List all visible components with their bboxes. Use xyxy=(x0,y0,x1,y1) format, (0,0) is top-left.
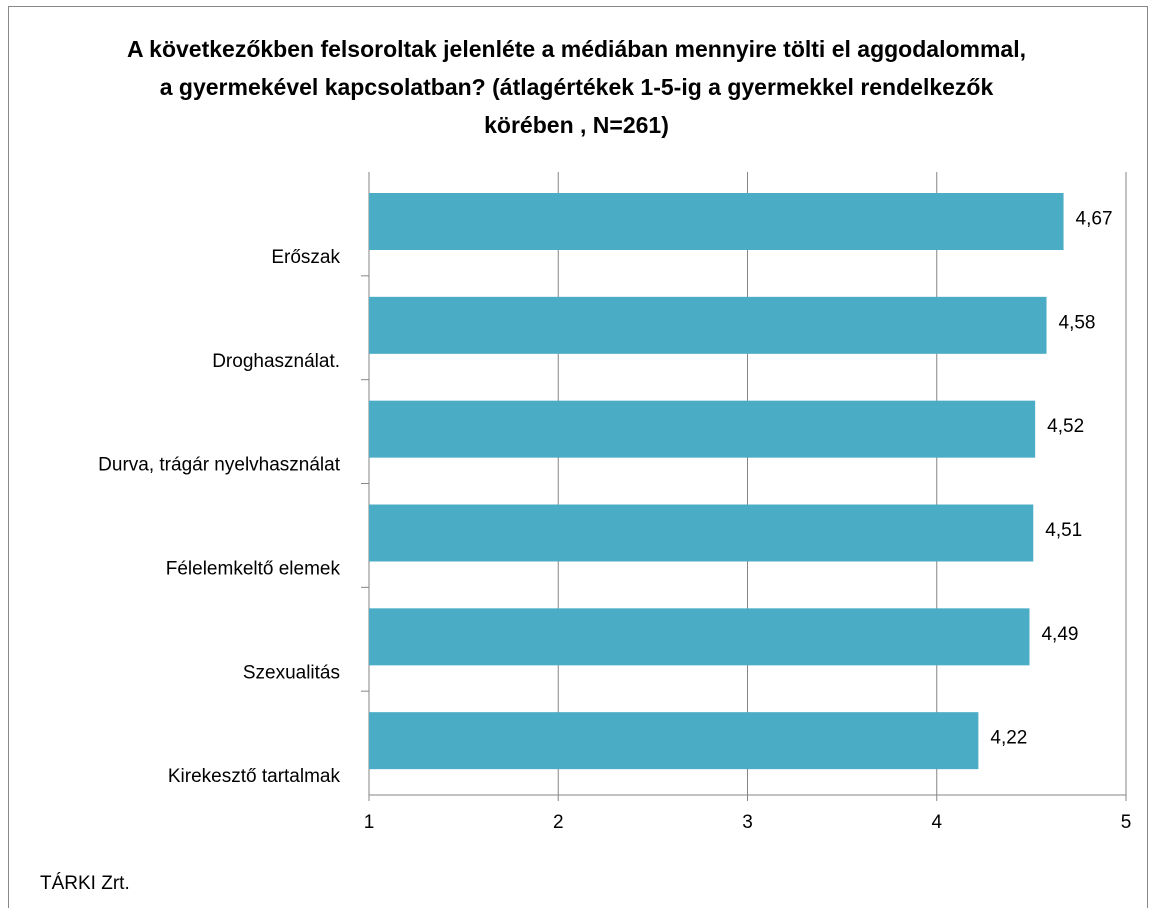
value-label: 4,67 xyxy=(1076,209,1113,230)
bar xyxy=(369,712,979,770)
value-label: 4,52 xyxy=(1047,416,1084,437)
source-note: TÁRKI Zrt. xyxy=(40,873,130,894)
bar xyxy=(369,296,1047,354)
x-tick-label: 5 xyxy=(1121,812,1132,833)
y-tick-label: Félelemkeltő elemek xyxy=(166,559,341,580)
bar xyxy=(369,193,1064,250)
x-tick-label: 2 xyxy=(553,812,564,833)
bar xyxy=(369,608,1030,666)
y-tick-label: Durva, trágár nyelvhasználat xyxy=(98,455,341,476)
y-tick-label: Droghasználat. xyxy=(212,351,340,372)
y-tick-label: Erőszak xyxy=(271,247,340,268)
x-tick-label: 4 xyxy=(931,812,942,833)
value-label: 4,51 xyxy=(1045,520,1082,541)
chart-title: A következőkben felsoroltak jelenléte a … xyxy=(127,36,1026,138)
y-tick-label: Kirekesztő tartalmak xyxy=(168,766,341,787)
chart-frame xyxy=(8,6,1148,908)
value-label: 4,49 xyxy=(1041,624,1078,645)
value-label: 4,58 xyxy=(1059,312,1096,333)
value-label: 4,22 xyxy=(990,728,1027,749)
bar xyxy=(369,504,1034,562)
bar xyxy=(369,400,1036,458)
y-tick-label: Szexualitás xyxy=(243,662,340,683)
x-tick-label: 3 xyxy=(742,812,753,833)
x-tick-label: 1 xyxy=(364,812,375,833)
